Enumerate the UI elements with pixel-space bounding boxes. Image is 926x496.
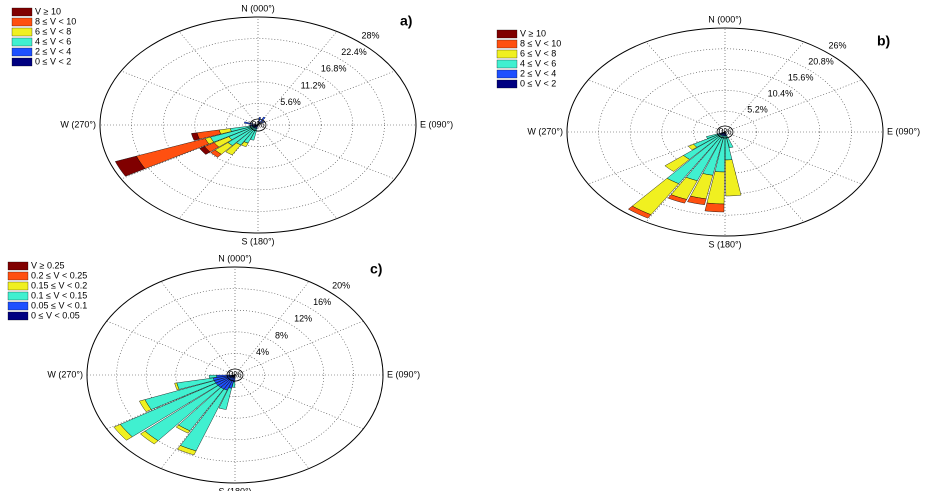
legend-swatch <box>8 292 28 300</box>
r-tick-label: 11.2% <box>301 80 326 90</box>
legend-swatch <box>12 48 32 56</box>
spoke <box>235 321 363 375</box>
r-tick-label: 5.2% <box>747 104 768 114</box>
r-tick-label: 26% <box>829 41 847 51</box>
legend-swatch <box>497 80 517 88</box>
legend-label: 0.1 ≤ V < 0.15 <box>31 290 87 300</box>
wedge-segment <box>136 139 208 169</box>
panel-label: b) <box>877 33 890 49</box>
center-label: 0% <box>228 369 241 379</box>
legend-label: 0.05 ≤ V < 0.1 <box>31 300 87 310</box>
spoke <box>725 132 862 184</box>
panel-label: a) <box>400 13 412 29</box>
spoke <box>725 132 804 222</box>
wind-rose: 5.2%10.4% 15.6% 20.8% 26% 0% N (000°) E (090°)… <box>497 14 920 249</box>
spoke <box>235 375 309 469</box>
r-tick-label: 8% <box>275 330 288 340</box>
legend-swatch <box>497 60 517 68</box>
r-tick-label: 4% <box>256 347 269 357</box>
legend-swatch <box>12 18 32 26</box>
legend-label: 0.15 ≤ V < 0.2 <box>31 280 87 290</box>
legend-label: 4 ≤ V < 6 <box>520 58 556 68</box>
legend-label: 8 ≤ V < 10 <box>520 38 561 48</box>
legend-swatch <box>12 28 32 36</box>
legend-label: 6 ≤ V < 8 <box>520 48 556 58</box>
legend-swatch <box>8 312 28 320</box>
direction-label: N (000°) <box>218 253 252 263</box>
spoke <box>725 80 862 132</box>
legend-label: 0 ≤ V < 2 <box>520 78 556 88</box>
r-tick-label: 28% <box>362 31 380 41</box>
legend-label: V ≥ 10 <box>520 28 546 38</box>
r-tick-label: 16.8% <box>321 64 347 74</box>
direction-label: W (270°) <box>60 119 96 129</box>
legend-swatch <box>8 272 28 280</box>
spoke <box>258 31 337 125</box>
direction-label: N (000°) <box>241 3 275 13</box>
legend-label: V ≥ 10 <box>35 6 61 16</box>
spoke <box>258 71 395 125</box>
r-tick-label: 20% <box>332 281 350 291</box>
legend-label: 4 ≤ V < 6 <box>35 36 71 46</box>
spoke <box>121 71 258 125</box>
direction-label: E (090°) <box>887 126 920 136</box>
wind-rose: 5.6%11.2% 16.8% 22.4% 28% 0% N (000°) E (090°)… <box>12 3 453 246</box>
r-tick-label: 5.6% <box>280 97 301 107</box>
legend-swatch <box>12 8 32 16</box>
wedge-segment <box>705 203 724 212</box>
legend-swatch <box>8 302 28 310</box>
spoke <box>235 281 309 375</box>
spoke <box>725 42 804 132</box>
r-tick-label: 22.4% <box>341 47 367 57</box>
r-tick-label: 16% <box>313 297 331 307</box>
legend-label: 0 ≤ V < 0.05 <box>31 310 80 320</box>
legend-label: 8 ≤ V < 10 <box>35 16 76 26</box>
legend-label: 0 ≤ V < 2 <box>35 56 71 66</box>
center-label: 0% <box>251 119 264 129</box>
r-tick-label: 12% <box>294 314 312 324</box>
direction-label: N (000°) <box>708 14 742 24</box>
legend-swatch <box>8 262 28 270</box>
legend-swatch <box>497 50 517 58</box>
direction-label: S (180°) <box>708 239 741 249</box>
legend-swatch <box>497 40 517 48</box>
legend-label: 0.2 ≤ V < 0.25 <box>31 270 87 280</box>
direction-label: W (270°) <box>47 369 83 379</box>
legend-label: 2 ≤ V < 4 <box>520 68 556 78</box>
spoke <box>588 80 725 132</box>
r-tick-label: 15.6% <box>788 73 814 83</box>
direction-label: S (180°) <box>218 486 251 491</box>
legend-swatch <box>8 282 28 290</box>
spoke <box>107 321 235 375</box>
center-label: 0% <box>718 126 731 136</box>
legend-swatch <box>12 58 32 66</box>
legend-swatch <box>497 30 517 38</box>
spoke <box>258 125 395 179</box>
direction-label: E (090°) <box>420 119 453 129</box>
panel-label: c) <box>370 261 382 277</box>
legend-label: 6 ≤ V < 8 <box>35 26 71 36</box>
spoke <box>646 42 725 132</box>
spoke <box>161 281 235 375</box>
legend-label: 2 ≤ V < 4 <box>35 46 71 56</box>
spoke <box>258 125 337 219</box>
direction-label: W (270°) <box>527 126 563 136</box>
spoke <box>179 31 258 125</box>
spoke <box>235 375 363 429</box>
direction-label: E (090°) <box>387 369 420 379</box>
r-tick-label: 20.8% <box>808 57 834 67</box>
legend-swatch <box>497 70 517 78</box>
direction-label: S (180°) <box>241 236 274 246</box>
legend-label: V ≥ 0.25 <box>31 260 64 270</box>
r-tick-label: 10.4% <box>768 89 794 99</box>
wind-rose: 4% 8% 12%16%20% 0% N (000°) E (090°) S (180°) W… <box>8 253 420 491</box>
wedge-segment <box>725 160 741 196</box>
legend-swatch <box>12 38 32 46</box>
